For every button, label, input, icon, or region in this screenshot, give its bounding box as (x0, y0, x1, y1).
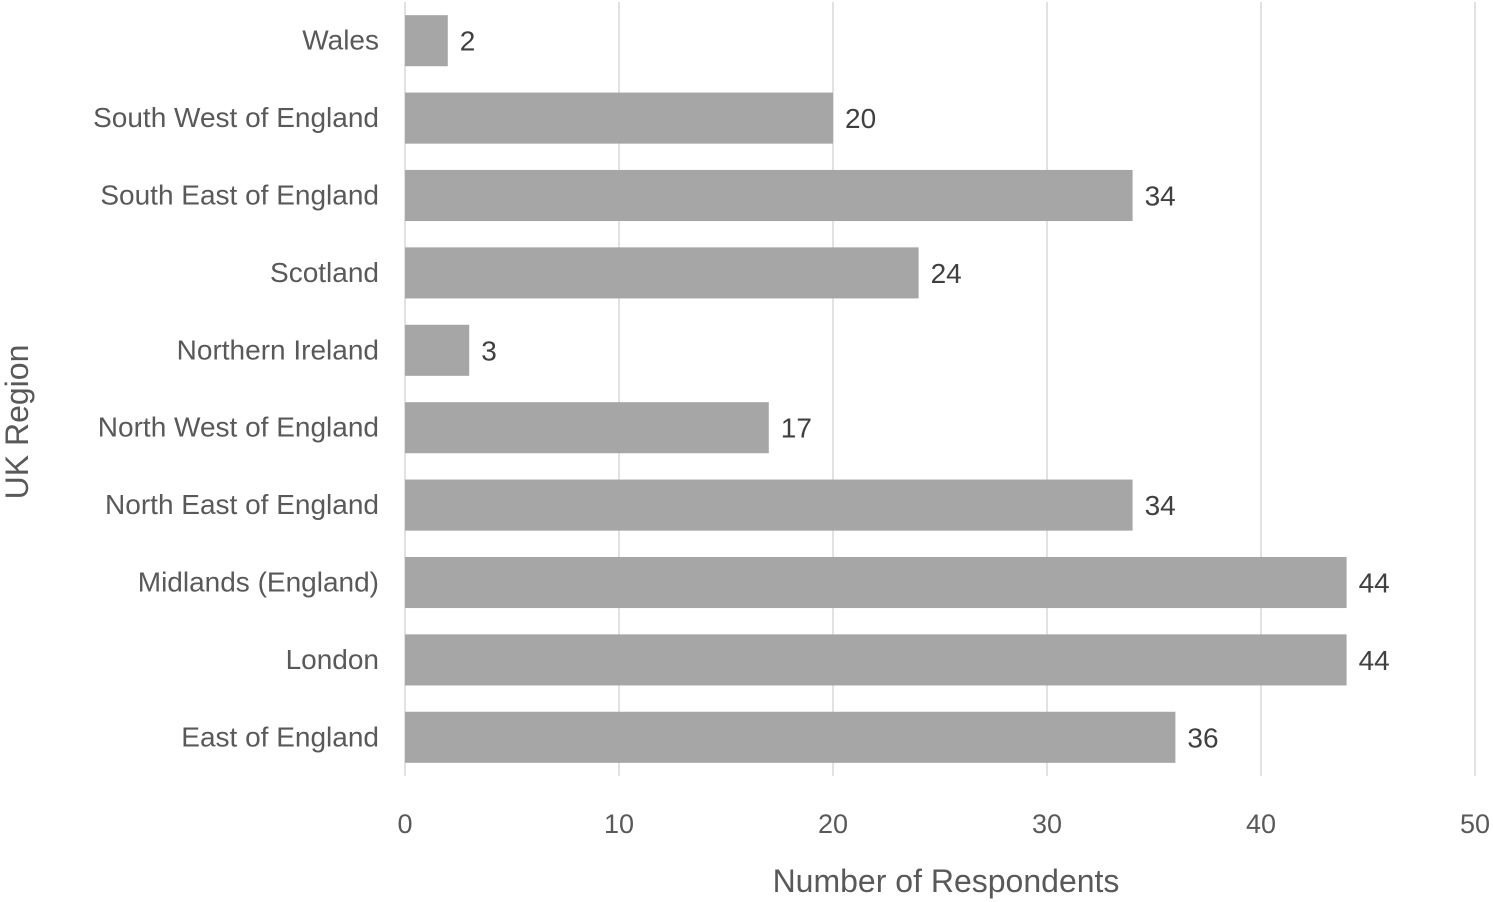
bars (405, 15, 1347, 763)
bar (405, 92, 833, 144)
value-labels: 2 20 34 24 3 17 34 44 44 36 (460, 26, 1390, 754)
bar (405, 711, 1176, 763)
bar (405, 479, 1133, 531)
value-label: 20 (845, 103, 876, 134)
value-label: 2 (460, 26, 476, 57)
bar (405, 15, 448, 67)
bar (405, 247, 919, 299)
x-axis-title: Number of Respondents (773, 863, 1120, 899)
value-label: 44 (1359, 645, 1390, 676)
value-label: 44 (1359, 568, 1390, 599)
category-label: North East of England (105, 489, 379, 520)
value-label: 34 (1145, 490, 1176, 521)
value-label: 36 (1187, 722, 1218, 753)
category-label: South East of England (100, 180, 379, 211)
x-tick-label: 10 (604, 809, 634, 839)
category-label: East of England (181, 721, 379, 752)
x-tick-label: 30 (1032, 809, 1062, 839)
bar (405, 169, 1133, 222)
category-label: North West of England (98, 412, 379, 443)
x-tick-label: 20 (818, 809, 848, 839)
bar (405, 556, 1347, 609)
category-label: Wales (302, 25, 379, 56)
x-tick-labels: 0 10 20 30 40 50 (397, 809, 1490, 839)
value-label: 34 (1145, 181, 1176, 212)
value-label: 3 (481, 335, 497, 366)
category-label: Midlands (England) (138, 567, 379, 598)
x-tick-label: 50 (1460, 809, 1490, 839)
x-tick-label: 40 (1246, 809, 1276, 839)
bar (405, 402, 769, 454)
x-tick-label: 0 (397, 809, 412, 839)
value-label: 17 (781, 413, 812, 444)
value-label: 24 (931, 258, 962, 289)
y-axis-title: UK Region (0, 345, 35, 500)
bar (405, 634, 1347, 686)
category-label: Scotland (270, 257, 379, 288)
category-label: South West of England (93, 102, 379, 133)
category-labels: Wales South West of England South East of … (93, 25, 379, 753)
category-label: Northern Ireland (177, 334, 379, 365)
category-label: London (286, 644, 379, 675)
bar (405, 324, 470, 376)
